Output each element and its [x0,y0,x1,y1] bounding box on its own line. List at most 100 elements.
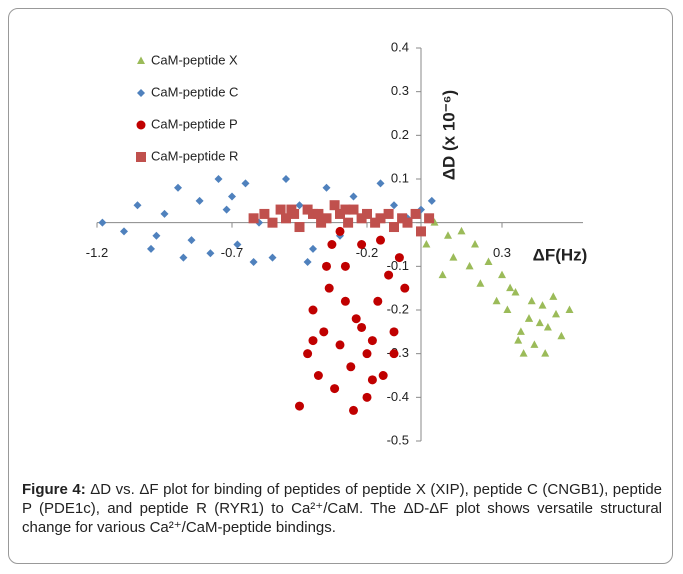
point [389,349,399,359]
point [120,227,128,236]
point [147,244,155,253]
point [313,371,323,380]
point [286,204,297,215]
point [362,349,372,359]
figure-frame [8,8,673,564]
point [174,183,182,192]
point [516,327,525,335]
point [308,336,318,346]
point [267,217,278,228]
point [444,231,452,239]
point [373,296,383,306]
legend-label: CaM-peptide R [151,148,238,163]
point [400,283,410,293]
point [340,204,351,215]
point [476,279,485,287]
point [340,296,350,306]
point [449,253,458,261]
point [281,213,291,224]
point [308,208,318,219]
point [313,208,324,219]
point [465,261,474,270]
x-tick-label: -1.2 [86,245,108,260]
point [228,192,236,201]
point [346,362,356,372]
point [402,217,413,228]
y-tick-label: -0.5 [387,432,409,447]
point [133,201,142,210]
point [438,270,447,279]
point [565,305,574,313]
point [471,240,479,248]
point [356,213,367,224]
x-tick-label: -0.7 [221,245,243,260]
point [457,226,466,235]
point [241,179,250,188]
point [538,301,547,309]
point [543,322,552,331]
point [309,244,317,253]
point [316,217,327,228]
point [357,240,367,249]
point [295,201,304,210]
point [427,196,436,205]
legend-marker [136,152,146,162]
point [397,213,408,224]
point [160,209,169,218]
point [335,208,345,219]
y-tick-label: 0.2 [391,127,409,142]
legend-marker [137,89,145,97]
point [98,218,107,227]
chart: ΔF(Hz) ΔD (x 10⁻⁶) -1.2 -0.7 -0.2 0.3 0.4 0.3… [86,39,588,447]
caption-label: Figure 4: [22,481,86,498]
point [206,249,215,258]
point [541,349,550,357]
point [275,204,286,215]
point [484,257,493,265]
point [351,314,361,324]
point [308,305,318,315]
caption: Figure 4: ΔD vs. ΔF plot for binding of … [22,480,662,537]
point [343,217,354,228]
point [367,375,377,385]
point [389,222,399,233]
legend-marker [137,56,145,64]
point [322,183,331,192]
point [295,401,304,411]
point [535,318,544,327]
caption-text: ΔD vs. ΔF plot for binding of peptides o… [22,481,663,536]
point [557,331,566,340]
point [498,270,506,279]
legend-label: CaM-peptide X [151,52,238,67]
point [329,200,340,211]
point [349,405,358,415]
point [303,257,312,266]
point [424,213,435,224]
point [195,196,204,205]
point [248,213,259,224]
legend-label: CaM-peptide P [151,116,238,131]
point [384,270,394,280]
point [324,283,334,293]
point [357,322,367,332]
legend-label: CaM-peptide C [151,84,238,99]
y-axis-label: ΔD (x 10⁻⁶) [439,90,458,180]
point [514,336,523,344]
point [268,253,277,262]
point [362,208,372,219]
point [511,288,520,296]
point [378,371,388,380]
point [375,213,386,224]
x-axis-label: ΔF(Hz) [533,245,588,264]
point [319,327,329,337]
point [152,231,161,240]
point [327,240,337,249]
point [294,222,305,233]
point [233,240,242,249]
point [282,175,290,183]
point [259,208,270,219]
point [335,340,345,350]
point [430,218,439,226]
point [394,253,404,263]
